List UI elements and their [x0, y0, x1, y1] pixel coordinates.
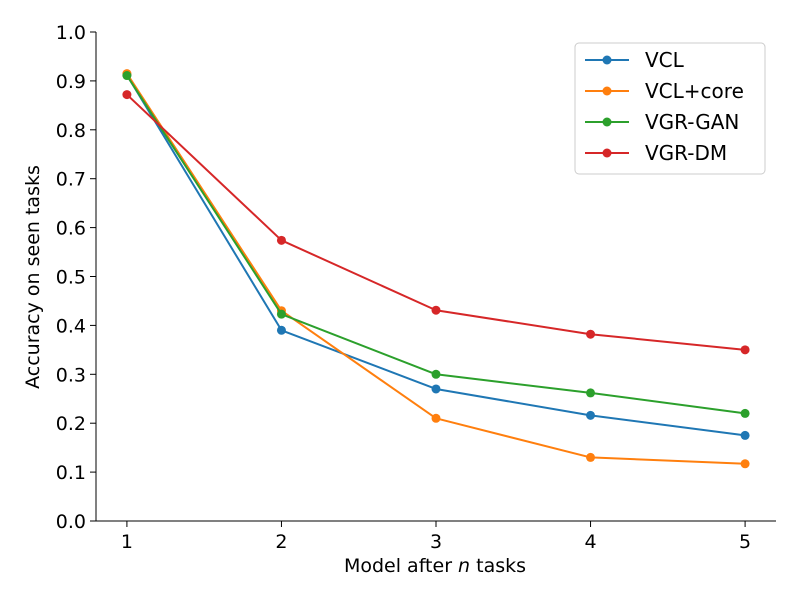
- y-tick-label: 0.0: [56, 511, 86, 533]
- y-axis-ticks: 0.0 0.1 0.2 0.3 0.4 0.5 0.6 0.7 0.8 0.9 1.0: [56, 22, 96, 533]
- y-tick-label: 0.5: [56, 267, 86, 289]
- x-axis-ticks: 1 2 3 4 5: [121, 521, 751, 553]
- legend-item: VGR-DM: [585, 141, 727, 165]
- y-tick-label: 0.4: [56, 315, 86, 337]
- x-tick-label: 2: [275, 531, 287, 553]
- y-tick-label: 0.9: [56, 71, 86, 93]
- data-point: [431, 305, 441, 315]
- y-axis-label: Accuracy on seen tasks: [22, 165, 44, 389]
- y-tick-label: 0.1: [56, 462, 86, 484]
- legend-swatch-marker: [602, 55, 612, 65]
- data-point: [740, 408, 750, 418]
- x-tick-label: 1: [121, 531, 133, 553]
- legend-item: VCL+core: [585, 79, 744, 103]
- legend-swatch-marker: [602, 86, 612, 96]
- y-tick-label: 0.7: [56, 169, 86, 191]
- data-point: [740, 430, 750, 440]
- legend-label: VCL+core: [645, 79, 744, 103]
- data-point: [740, 345, 750, 355]
- data-point: [586, 410, 596, 420]
- data-point: [586, 388, 596, 398]
- data-point: [431, 384, 441, 394]
- data-point: [276, 235, 286, 245]
- data-point: [431, 413, 441, 423]
- y-tick-label: 0.2: [56, 413, 86, 435]
- data-point: [740, 459, 750, 469]
- y-tick-label: 0.8: [56, 120, 86, 142]
- legend: VCL VCL+core VGR-GAN VGR-DM: [574, 42, 766, 175]
- series-vgr-dm: [122, 90, 750, 355]
- data-point: [586, 329, 596, 339]
- y-tick-label: 0.6: [56, 218, 86, 240]
- legend-label: VGR-DM: [645, 141, 727, 165]
- x-tick-label: 3: [430, 531, 442, 553]
- legend-item: VGR-GAN: [585, 110, 739, 134]
- x-axis-label: Model after n tasks: [344, 555, 526, 577]
- data-point: [586, 452, 596, 462]
- data-point: [276, 309, 286, 319]
- series-vgr-gan: [122, 71, 750, 418]
- x-tick-label: 4: [584, 531, 596, 553]
- legend-swatch-marker: [602, 117, 612, 127]
- x-tick-label: 5: [739, 531, 751, 553]
- legend-box: [574, 42, 766, 175]
- data-point: [122, 71, 132, 81]
- data-point: [431, 369, 441, 379]
- legend-label: VGR-GAN: [645, 110, 739, 134]
- legend-label: VCL: [645, 48, 685, 72]
- data-point: [122, 90, 132, 100]
- series-layer: [122, 69, 750, 469]
- y-tick-label: 0.3: [56, 364, 86, 386]
- y-tick-label: 1.0: [56, 22, 86, 44]
- legend-item: VCL: [585, 48, 685, 72]
- legend-swatch-marker: [602, 148, 612, 158]
- data-point: [276, 325, 286, 335]
